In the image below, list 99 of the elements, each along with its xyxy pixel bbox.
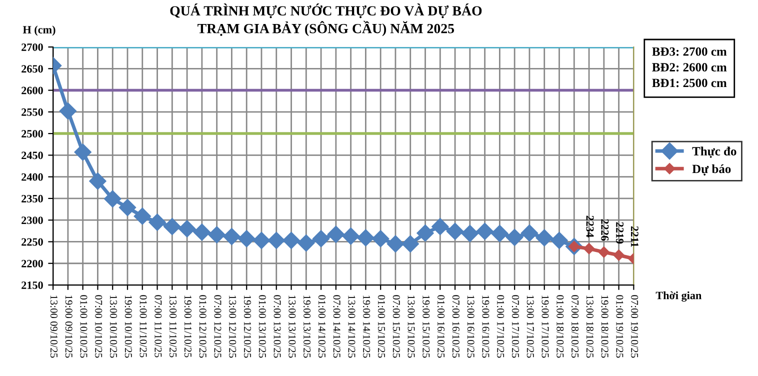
point bbox=[357, 229, 374, 246]
x-tick-label: 19:00 12/10/25 bbox=[244, 296, 252, 358]
x-tick-label: 07:00 17/10/25 bbox=[512, 295, 520, 358]
x-tick-label: 07:00 12/10/25 bbox=[214, 295, 222, 358]
x-tick-label: 13:00 14/10/25 bbox=[348, 296, 356, 358]
point bbox=[252, 232, 270, 249]
point bbox=[613, 250, 624, 261]
x-tick-label: 13:00 09/10/25 bbox=[50, 296, 58, 358]
y-tick-label: 2150 bbox=[22, 281, 43, 289]
point bbox=[342, 228, 360, 245]
x-axis-title: Thời gian bbox=[656, 291, 702, 302]
y-tick-label: 2350 bbox=[22, 194, 43, 202]
y-tick-label: 2550 bbox=[22, 108, 43, 116]
x-tick-label: 01:00 19/10/25 bbox=[616, 295, 624, 358]
point bbox=[598, 246, 610, 258]
y-tick-label: 2700 bbox=[22, 43, 43, 51]
point bbox=[238, 230, 256, 248]
x-tick-label: 13:00 15/10/25 bbox=[408, 296, 415, 358]
point bbox=[327, 226, 344, 243]
data-label: 2219 bbox=[616, 222, 624, 244]
point bbox=[416, 224, 434, 242]
x-tick-label: 07:00 18/10/25 bbox=[571, 295, 579, 358]
point bbox=[402, 235, 419, 252]
x-tick-label: 01:00 10/10/25 bbox=[80, 295, 88, 358]
x-tick-label: 19:00 17/10/25 bbox=[542, 296, 549, 358]
y-axis-title: H (cm) bbox=[22, 26, 56, 36]
x-tick-label: 01:00 13/10/25 bbox=[258, 295, 266, 358]
x-tick-label: 19:00 10/10/25 bbox=[124, 296, 132, 358]
point bbox=[432, 218, 449, 236]
point bbox=[193, 224, 210, 241]
x-tick-label: 01:00 15/10/25 bbox=[378, 295, 386, 358]
data-label: 2226 bbox=[601, 219, 609, 241]
point bbox=[223, 228, 240, 246]
chart-title: QUÁ TRÌNH MỰC NƯỚC THỰC ĐO VÀ DỰ BÁO TRẠM GIA BẢY (SÔNG CẦU) NĂM 2025 bbox=[170, 4, 482, 36]
point bbox=[520, 224, 538, 242]
point bbox=[89, 172, 106, 190]
x-tick-label: 07:00 19/10/25 bbox=[631, 295, 638, 358]
x-tick-label: 07:00 11/10/25 bbox=[154, 295, 162, 358]
point bbox=[268, 232, 285, 249]
y-tick-label: 2300 bbox=[22, 216, 43, 224]
point bbox=[386, 235, 404, 252]
text: BĐ3: 2700 cm BĐ2: 2600 cm BĐ1: 2500 cm bbox=[652, 47, 727, 88]
point bbox=[178, 220, 196, 238]
x-tick-label: 13:00 17/10/25 bbox=[526, 296, 534, 358]
y-tick-label: 2450 bbox=[22, 152, 43, 160]
point bbox=[461, 224, 478, 242]
x-tick-label: 13:00 16/10/25 bbox=[467, 296, 474, 358]
point bbox=[208, 226, 226, 244]
point bbox=[164, 218, 181, 236]
point bbox=[312, 230, 330, 248]
y-tick-label: 2600 bbox=[22, 86, 43, 94]
x-tick-label: 01:00 18/10/25 bbox=[556, 295, 564, 358]
y-tick-label: 2200 bbox=[22, 260, 43, 268]
point bbox=[74, 144, 92, 161]
x-tick-label: 13:00 13/10/25 bbox=[288, 296, 296, 358]
y-tick-label: 2500 bbox=[22, 130, 43, 138]
x-tick-label: 19:00 15/10/25 bbox=[422, 296, 430, 358]
x-tick-label: 07:00 10/10/25 bbox=[95, 295, 102, 358]
point bbox=[506, 228, 524, 246]
x-tick-label: 01:00 16/10/25 bbox=[437, 295, 445, 358]
x-tick-label: 13:00 11/10/25 bbox=[170, 296, 177, 358]
data-label: 2211 bbox=[631, 226, 638, 247]
x-tick-label: 01:00 12/10/25 bbox=[199, 295, 206, 358]
x-tick-label: 19:00 13/10/25 bbox=[304, 296, 311, 358]
legend-label: Thực đo bbox=[692, 146, 736, 158]
x-tick-label: 19:00 09/10/25 bbox=[65, 296, 72, 358]
point bbox=[536, 229, 553, 246]
point bbox=[148, 214, 166, 231]
x-tick-label: 19:00 14/10/25 bbox=[363, 296, 370, 358]
x-tick-label: 01:00 11/10/25 bbox=[140, 295, 147, 358]
point bbox=[282, 232, 300, 249]
data-label: 2234 bbox=[586, 216, 594, 238]
point bbox=[372, 230, 390, 248]
x-tick-label: 07:00 15/10/25 bbox=[392, 295, 400, 358]
x-tick-label: 19:00 16/10/25 bbox=[482, 296, 490, 358]
point bbox=[104, 190, 122, 208]
x-tick-label: 13:00 18/10/25 bbox=[586, 296, 594, 358]
x-tick-label: 13:00 10/10/25 bbox=[110, 296, 118, 358]
x-tick-label: 19:00 11/10/25 bbox=[184, 296, 192, 358]
x-tick-label: 19:00 18/10/25 bbox=[601, 296, 608, 358]
x-tick-label: 01:00 17/10/25 bbox=[497, 295, 504, 358]
y-tick-label: 2250 bbox=[22, 238, 43, 246]
legend-label: Dự báo bbox=[692, 164, 731, 176]
y-tick-label: 2650 bbox=[22, 65, 43, 73]
point bbox=[134, 208, 151, 225]
point bbox=[59, 102, 76, 120]
point bbox=[550, 232, 568, 249]
point bbox=[298, 234, 315, 252]
y-tick-label: 2400 bbox=[22, 173, 43, 181]
point bbox=[583, 243, 595, 254]
point bbox=[491, 224, 508, 242]
point bbox=[446, 222, 464, 240]
point bbox=[118, 198, 136, 216]
x-tick-label: 07:00 14/10/25 bbox=[333, 295, 340, 358]
point bbox=[476, 222, 494, 240]
x-tick-label: 13:00 12/10/25 bbox=[229, 296, 236, 358]
x-tick-label: 01:00 14/10/25 bbox=[318, 295, 326, 358]
x-tick-label: 07:00 16/10/25 bbox=[452, 295, 460, 358]
x-tick-label: 07:00 13/10/25 bbox=[274, 295, 281, 358]
